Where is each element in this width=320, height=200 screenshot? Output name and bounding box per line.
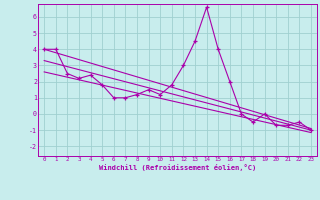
X-axis label: Windchill (Refroidissement éolien,°C): Windchill (Refroidissement éolien,°C)	[99, 164, 256, 171]
